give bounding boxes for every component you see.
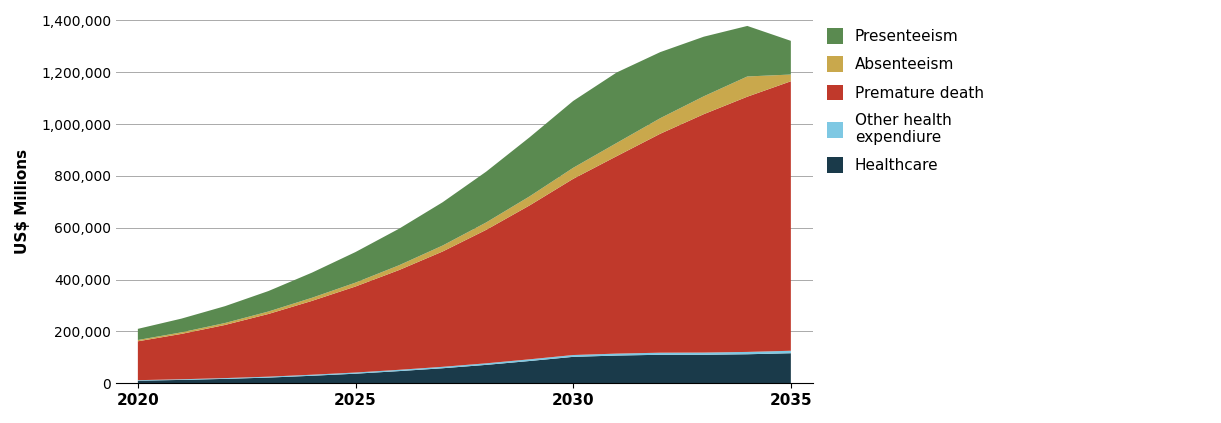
Y-axis label: US$ Millions: US$ Millions [15, 149, 31, 255]
Legend: Presenteeism, Absenteeism, Premature death, Other health
expendiure, Healthcare: Presenteeism, Absenteeism, Premature dea… [827, 28, 984, 173]
